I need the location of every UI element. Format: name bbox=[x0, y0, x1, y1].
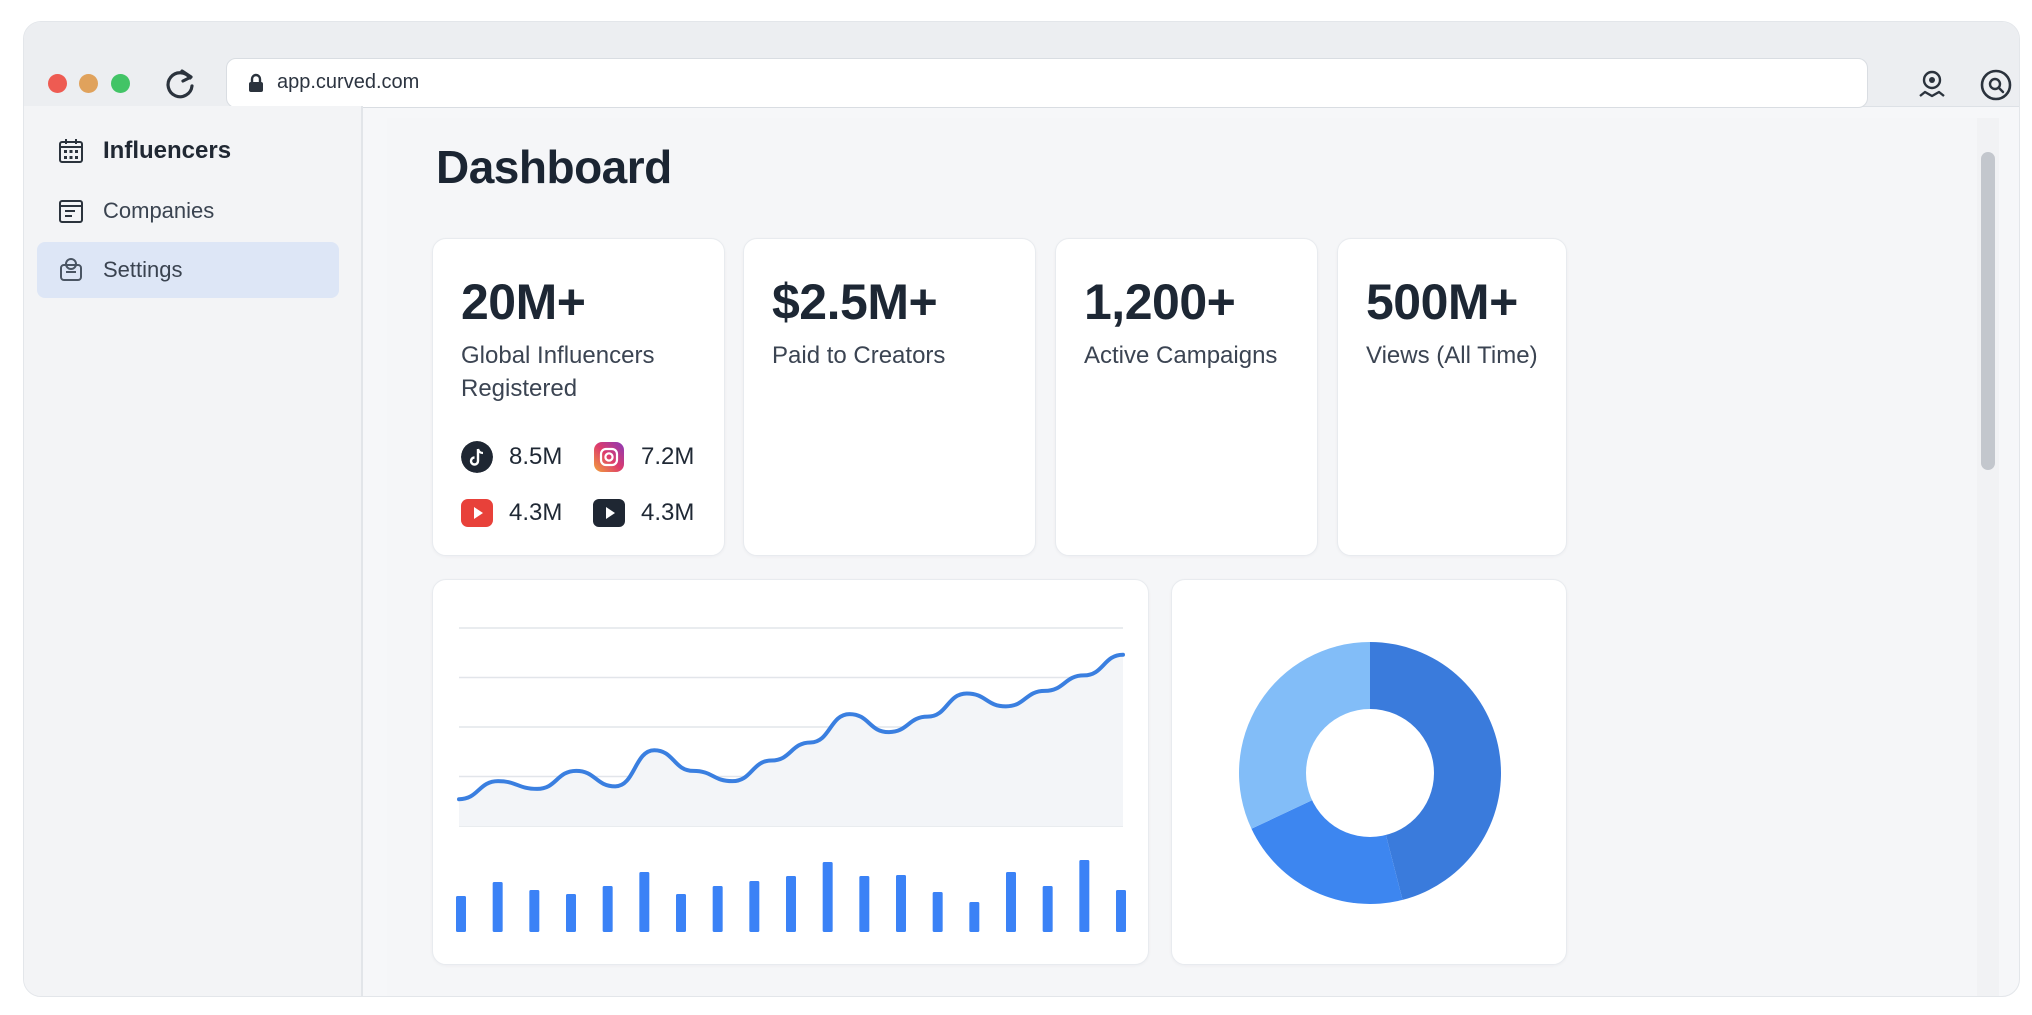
browser-titlebar: app.curved.com bbox=[24, 22, 2019, 108]
stat-value: $2.5M+ bbox=[772, 274, 938, 330]
social-stat-instagram: 7.2M bbox=[593, 441, 694, 473]
social-value: 4.3M bbox=[641, 499, 695, 526]
donut-chart bbox=[1239, 642, 1502, 904]
bar bbox=[712, 886, 723, 932]
stat-card-views: 500M+ Views (All Time) bbox=[1337, 238, 1567, 556]
bar bbox=[566, 894, 576, 932]
stat-label-line: Global Influencers bbox=[461, 342, 655, 369]
sidebar-item-settings[interactable]: Settings bbox=[37, 242, 339, 298]
stat-label-line: Active Campaigns bbox=[1084, 342, 1278, 369]
maximize-window-button[interactable] bbox=[111, 74, 130, 93]
bar bbox=[456, 896, 466, 932]
social-value: 8.5M bbox=[509, 443, 563, 470]
instagram-icon bbox=[594, 442, 624, 472]
bar bbox=[529, 890, 540, 932]
social-stat-youtube: 4.3M bbox=[461, 497, 562, 529]
bar bbox=[822, 862, 833, 932]
stat-label-line: Paid to Creators bbox=[772, 342, 946, 369]
line-series bbox=[457, 652, 1125, 802]
youtube-icon bbox=[461, 499, 493, 527]
bar bbox=[1042, 886, 1053, 932]
bar bbox=[492, 882, 503, 932]
stat-value: 1,200+ bbox=[1084, 274, 1236, 330]
donut-hole bbox=[1306, 709, 1434, 837]
stat-card-influencers: 20M+ Global Influencers Registered 8.5M bbox=[432, 238, 725, 556]
play-icon bbox=[593, 499, 625, 527]
social-stat-video: 4.3M bbox=[593, 497, 694, 529]
bar bbox=[786, 876, 796, 932]
bar bbox=[1116, 890, 1126, 932]
sidebar-item-label: Companies bbox=[103, 198, 215, 223]
stat-card-campaigns: 1,200+ Active Campaigns bbox=[1055, 238, 1318, 556]
bar bbox=[1006, 872, 1016, 932]
sidebar-item-companies[interactable]: Companies bbox=[37, 183, 339, 239]
stat-card-paid: $2.5M+ Paid to Creators bbox=[743, 238, 1036, 556]
assistant-icon[interactable] bbox=[1977, 66, 2015, 104]
line-area bbox=[459, 654, 1123, 826]
calendar-grid-icon bbox=[59, 139, 83, 163]
sidebar-item-influencers[interactable]: Influencers bbox=[37, 123, 339, 179]
bar bbox=[749, 881, 760, 932]
stat-label-line: Registered bbox=[461, 375, 578, 402]
stat-value: 20M+ bbox=[461, 274, 586, 330]
list-box-icon bbox=[59, 200, 83, 223]
gear-box-icon bbox=[60, 258, 82, 281]
reload-icon[interactable] bbox=[162, 66, 198, 102]
social-value: 7.2M bbox=[641, 443, 695, 470]
stat-label: Paid to Creators bbox=[772, 339, 945, 372]
page-title: Dashboard bbox=[436, 141, 672, 193]
sidebar-item-label: Influencers bbox=[103, 137, 232, 164]
bar bbox=[859, 876, 870, 932]
social-value: 4.3M bbox=[509, 499, 563, 526]
bar bbox=[969, 902, 980, 932]
url-text: app.curved.com bbox=[277, 71, 420, 93]
main-content: Dashboard 20M+ Global Influencers Regist… bbox=[387, 118, 1999, 996]
trend-chart-card bbox=[432, 579, 1149, 965]
donut-chart-card bbox=[1171, 579, 1567, 965]
stat-label: Active Campaigns bbox=[1084, 339, 1277, 372]
trend-chart bbox=[456, 627, 1126, 932]
sidebar-item-label: Settings bbox=[103, 257, 183, 282]
bar bbox=[932, 892, 943, 932]
minimize-window-button[interactable] bbox=[79, 74, 98, 93]
scrollbar-thumb[interactable] bbox=[1981, 152, 1995, 470]
close-window-button[interactable] bbox=[48, 74, 67, 93]
stat-label: Global Influencers Registered bbox=[461, 339, 654, 405]
donut-slice bbox=[1370, 642, 1502, 900]
bar bbox=[639, 872, 650, 932]
tiktok-icon bbox=[461, 441, 493, 473]
browser-window: app.curved.com Influencers bbox=[23, 21, 2020, 997]
scrollbar[interactable] bbox=[1977, 118, 1999, 996]
stat-value: 500M+ bbox=[1366, 274, 1518, 330]
bar bbox=[896, 875, 906, 932]
stat-label: Views (All Time) bbox=[1366, 339, 1538, 372]
stat-label-line: Views (All Time) bbox=[1366, 342, 1538, 369]
bar bbox=[676, 894, 686, 932]
address-bar[interactable]: app.curved.com bbox=[226, 58, 1868, 108]
profile-icon[interactable] bbox=[1913, 66, 1951, 104]
social-stat-tiktok: 8.5M bbox=[461, 441, 562, 473]
lock-icon bbox=[249, 73, 263, 92]
bar bbox=[1079, 860, 1090, 932]
sidebar: Influencers Companies Settings bbox=[24, 106, 363, 996]
bar bbox=[602, 886, 613, 932]
